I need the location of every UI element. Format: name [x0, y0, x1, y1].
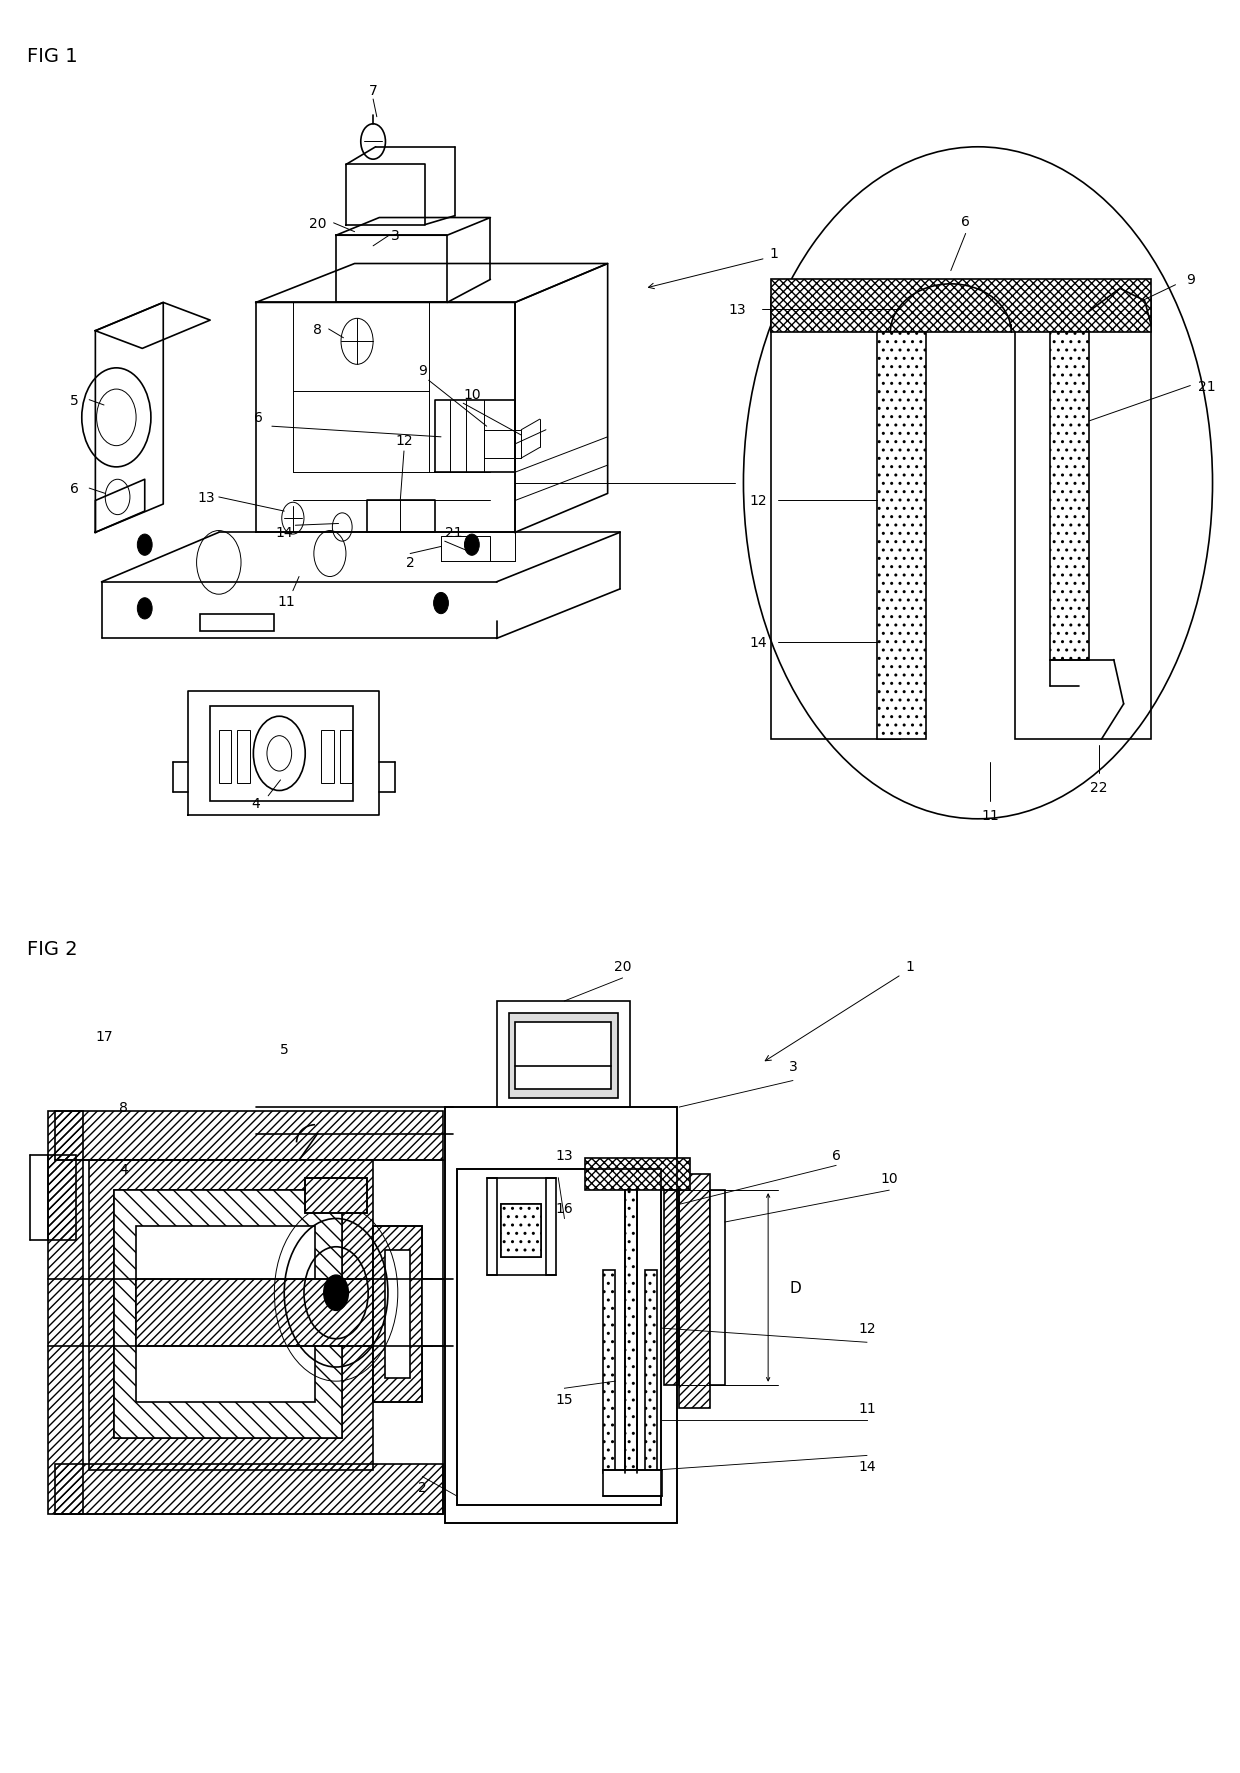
Bar [321, 730, 334, 784]
Bar [48, 1112, 83, 1514]
Bar [210, 706, 353, 801]
Text: 6: 6 [832, 1149, 841, 1161]
Text: 14: 14 [275, 527, 293, 541]
Text: 14: 14 [858, 1459, 875, 1473]
Text: 14: 14 [749, 635, 768, 649]
Bar [501, 1204, 541, 1257]
Circle shape [138, 535, 153, 557]
Text: 13: 13 [197, 491, 216, 505]
Text: 5: 5 [280, 1043, 289, 1057]
Bar [770, 280, 1151, 333]
Text: 11: 11 [858, 1401, 875, 1415]
Text: 8: 8 [314, 323, 322, 337]
Bar [501, 1204, 541, 1257]
Circle shape [465, 535, 480, 557]
Bar [625, 1190, 637, 1473]
Bar [89, 1161, 373, 1470]
Text: 13: 13 [728, 303, 746, 317]
Text: 6: 6 [69, 482, 79, 496]
Text: 20: 20 [614, 959, 631, 973]
Bar [1016, 298, 1151, 739]
Bar [546, 1177, 556, 1275]
Bar [136, 1225, 315, 1402]
Bar [237, 730, 249, 784]
Bar [305, 1177, 367, 1213]
Bar [114, 1190, 342, 1438]
Text: FIG 2: FIG 2 [27, 940, 78, 959]
Bar [55, 1464, 444, 1514]
Bar [711, 1190, 725, 1385]
Bar [665, 1190, 680, 1385]
Text: 4: 4 [119, 1163, 128, 1175]
Circle shape [434, 594, 449, 613]
Text: 17: 17 [95, 1030, 113, 1044]
Text: 5: 5 [69, 394, 79, 408]
Text: 8: 8 [119, 1101, 128, 1115]
Text: FIG 1: FIG 1 [27, 46, 78, 66]
Bar [55, 1112, 444, 1161]
Bar [877, 333, 926, 739]
Bar [625, 1190, 637, 1473]
Bar [603, 1269, 615, 1473]
Bar [486, 1177, 496, 1275]
Bar [508, 1014, 618, 1099]
Text: 6: 6 [254, 411, 263, 426]
Text: 9: 9 [418, 363, 427, 378]
Bar [48, 1156, 76, 1239]
Bar [218, 730, 231, 784]
Circle shape [138, 599, 153, 619]
Text: 21: 21 [444, 527, 463, 541]
Bar [114, 1190, 342, 1438]
Bar [603, 1470, 662, 1496]
Text: 3: 3 [391, 229, 399, 243]
Text: 2: 2 [418, 1480, 427, 1495]
Text: 3: 3 [789, 1060, 797, 1074]
Text: 15: 15 [556, 1392, 573, 1406]
Text: 12: 12 [858, 1321, 875, 1335]
Text: 16: 16 [556, 1200, 573, 1215]
Text: 7: 7 [368, 83, 377, 98]
Bar [1049, 333, 1089, 660]
Bar [645, 1269, 657, 1473]
Text: 10: 10 [880, 1172, 898, 1184]
Text: 2: 2 [405, 557, 414, 571]
Text: 13: 13 [556, 1149, 573, 1161]
Bar [770, 298, 900, 739]
Bar [496, 1002, 630, 1108]
Bar [458, 1168, 661, 1505]
Text: 12: 12 [749, 495, 768, 509]
Bar [585, 1160, 691, 1190]
Bar [515, 1023, 611, 1090]
Text: 12: 12 [396, 434, 413, 449]
Bar [386, 1250, 410, 1378]
Text: 10: 10 [463, 388, 481, 402]
Text: 21: 21 [1198, 379, 1215, 394]
Bar [136, 1278, 433, 1346]
Text: 9: 9 [1185, 273, 1195, 287]
Circle shape [324, 1275, 348, 1310]
Bar [340, 730, 352, 784]
Text: 1: 1 [770, 246, 779, 261]
Text: 20: 20 [309, 216, 326, 230]
Bar [680, 1174, 711, 1408]
Bar [305, 1177, 367, 1213]
Bar [445, 1108, 677, 1523]
Text: D: D [790, 1280, 801, 1296]
Text: 4: 4 [252, 796, 260, 810]
Text: 22: 22 [1090, 780, 1107, 794]
Bar [373, 1225, 423, 1402]
Text: 11: 11 [981, 808, 999, 823]
Text: 11: 11 [278, 596, 295, 608]
Bar [1016, 298, 1151, 739]
Bar [201, 613, 274, 631]
Text: 6: 6 [961, 215, 970, 229]
Bar [373, 1225, 423, 1402]
Text: 1: 1 [905, 959, 915, 973]
Bar [423, 1278, 445, 1346]
Bar [770, 298, 900, 739]
